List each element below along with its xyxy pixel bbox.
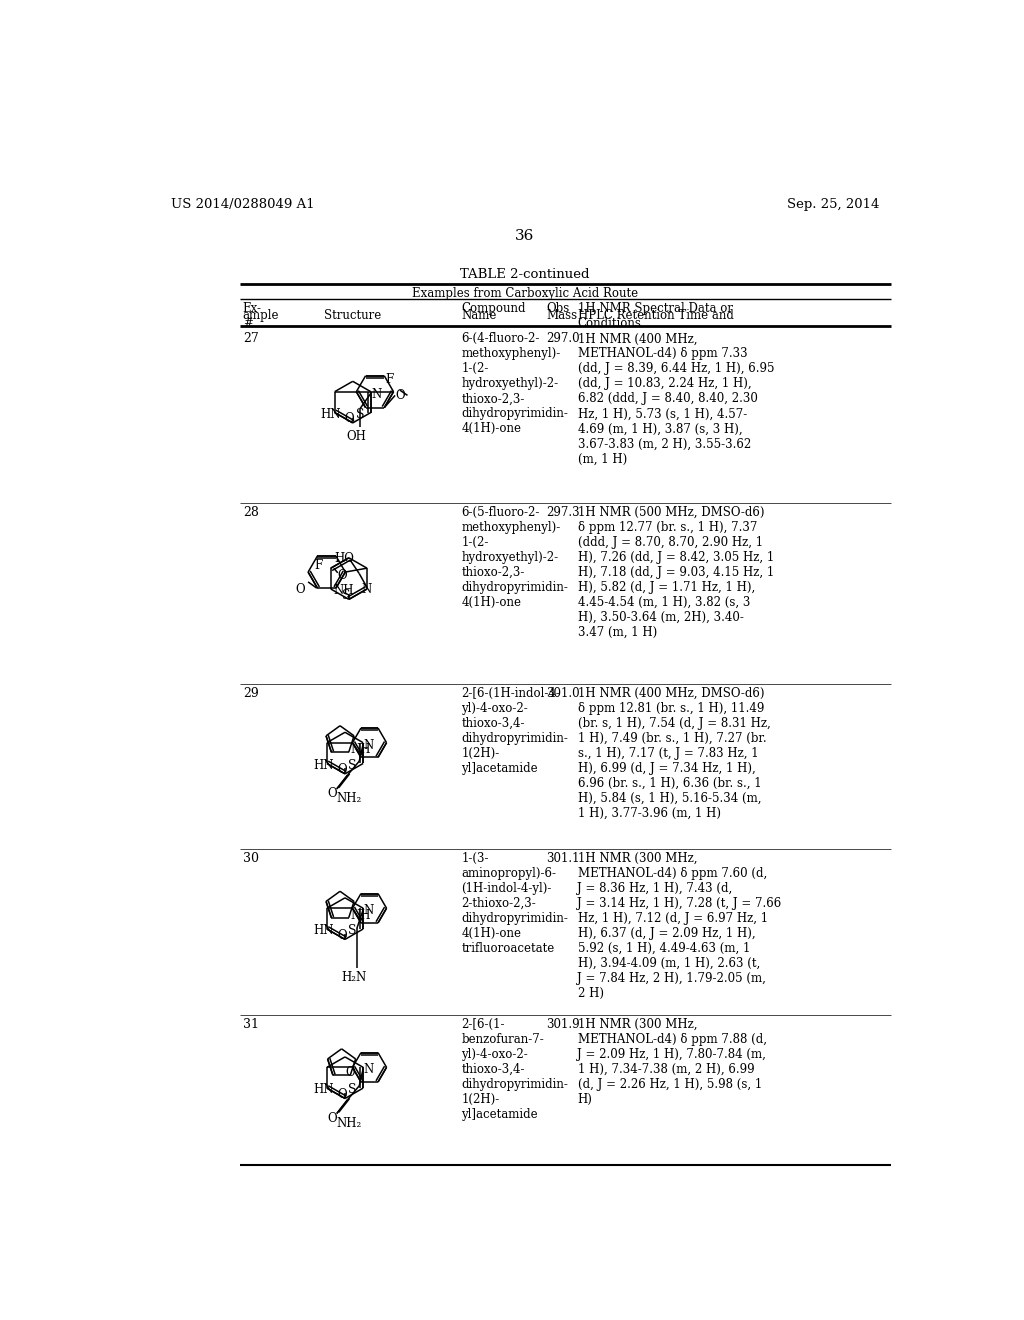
Text: F: F xyxy=(314,560,323,572)
Text: 1-(3-
aminopropyl)-6-
(1H-indol-4-yl)-
2-thioxo-2,3-
dihydropyrimidin-
4(1H)-one: 1-(3- aminopropyl)-6- (1H-indol-4-yl)- 2… xyxy=(461,853,568,956)
Text: #: # xyxy=(243,317,253,330)
Text: HN: HN xyxy=(313,924,334,937)
Text: Mass: Mass xyxy=(547,309,578,322)
Text: O: O xyxy=(346,1067,355,1078)
Text: 2-[6-(1-
benzofuran-7-
yl)-4-oxo-2-
thioxo-3,4-
dihydropyrimidin-
1(2H)-
yl]acet: 2-[6-(1- benzofuran-7- yl)-4-oxo-2- thio… xyxy=(461,1018,568,1121)
Text: 28: 28 xyxy=(243,506,259,519)
Text: HN: HN xyxy=(313,1084,334,1097)
Text: 31: 31 xyxy=(243,1018,259,1031)
Text: S: S xyxy=(348,1084,357,1097)
Text: N: N xyxy=(372,388,382,401)
Text: O: O xyxy=(328,1111,337,1125)
Text: HO: HO xyxy=(335,552,354,565)
Text: 297.3: 297.3 xyxy=(547,506,581,519)
Text: 1H NMR (300 MHz,
METHANOL-d4) δ ppm 7.88 (d,
J = 2.09 Hz, 1 H), 7.80-7.84 (m,
1 : 1H NMR (300 MHz, METHANOL-d4) δ ppm 7.88… xyxy=(578,1018,767,1106)
Text: N: N xyxy=(364,904,374,917)
Text: Name: Name xyxy=(461,309,497,322)
Text: 30: 30 xyxy=(243,853,259,865)
Text: Examples from Carboxylic Acid Route: Examples from Carboxylic Acid Route xyxy=(412,286,638,300)
Text: 301.0: 301.0 xyxy=(547,686,581,700)
Text: 36: 36 xyxy=(515,230,535,243)
Text: US 2014/0288049 A1: US 2014/0288049 A1 xyxy=(171,198,314,211)
Text: NH₂: NH₂ xyxy=(337,792,362,805)
Text: O: O xyxy=(296,583,305,597)
Text: 6-(5-fluoro-2-
methoxyphenyl)-
1-(2-
hydroxyethyl)-2-
thioxo-2,3-
dihydropyrimid: 6-(5-fluoro-2- methoxyphenyl)- 1-(2- hyd… xyxy=(461,506,568,609)
Text: O: O xyxy=(345,412,354,425)
Text: NH₂: NH₂ xyxy=(337,1117,362,1130)
Text: H₂N: H₂N xyxy=(341,972,367,985)
Text: 27: 27 xyxy=(243,333,258,346)
Text: O: O xyxy=(337,763,347,776)
Text: 6-(4-fluoro-2-
methoxyphenyl)-
1-(2-
hydroxyethyl)-2-
thioxo-2,3-
dihydropyrimid: 6-(4-fluoro-2- methoxyphenyl)- 1-(2- hyd… xyxy=(461,333,568,436)
Text: 301.1: 301.1 xyxy=(547,853,580,865)
Text: Sep. 25, 2014: Sep. 25, 2014 xyxy=(787,198,880,211)
Text: HPLC Retention Time and: HPLC Retention Time and xyxy=(578,309,733,322)
Text: O: O xyxy=(337,1088,347,1101)
Text: 1H NMR (400 MHz,
METHANOL-d4) δ ppm 7.33
(dd, J = 8.39, 6.44 Hz, 1 H), 6.95
(dd,: 1H NMR (400 MHz, METHANOL-d4) δ ppm 7.33… xyxy=(578,333,774,466)
Text: O: O xyxy=(337,929,347,941)
Text: O: O xyxy=(396,389,406,403)
Text: N: N xyxy=(364,739,374,752)
Text: S: S xyxy=(356,408,365,421)
Text: S: S xyxy=(342,589,350,602)
Text: NH: NH xyxy=(350,908,371,921)
Text: ample: ample xyxy=(243,309,280,322)
Text: 297.0: 297.0 xyxy=(547,333,581,346)
Text: Structure: Structure xyxy=(325,309,381,322)
Text: 1H NMR Spectral Data or: 1H NMR Spectral Data or xyxy=(578,302,732,314)
Text: Ex-: Ex- xyxy=(243,302,262,314)
Text: Conditions: Conditions xyxy=(578,317,641,330)
Text: N: N xyxy=(361,583,372,595)
Text: Compound: Compound xyxy=(461,302,525,314)
Text: Obs: Obs xyxy=(547,302,569,314)
Text: 29: 29 xyxy=(243,686,258,700)
Text: F: F xyxy=(386,372,394,385)
Text: NH: NH xyxy=(350,743,371,756)
Text: 1H NMR (500 MHz, DMSO-d6)
δ ppm 12.77 (br. s., 1 H), 7.37
(ddd, J = 8.70, 8.70, : 1H NMR (500 MHz, DMSO-d6) δ ppm 12.77 (b… xyxy=(578,506,774,639)
Text: N: N xyxy=(364,1064,374,1076)
Text: S: S xyxy=(348,924,357,937)
Text: TABLE 2-continued: TABLE 2-continued xyxy=(460,268,590,281)
Text: OH: OH xyxy=(346,430,366,444)
Text: HN: HN xyxy=(313,759,334,772)
Text: O: O xyxy=(328,787,337,800)
Text: S: S xyxy=(348,759,357,772)
Text: 1H NMR (300 MHz,
METHANOL-d4) δ ppm 7.60 (d,
J = 8.36 Hz, 1 H), 7.43 (d,
J = 3.1: 1H NMR (300 MHz, METHANOL-d4) δ ppm 7.60… xyxy=(578,853,781,1001)
Text: NH: NH xyxy=(333,585,353,598)
Text: HN: HN xyxy=(321,408,341,421)
Text: O: O xyxy=(337,569,346,582)
Text: 1H NMR (400 MHz, DMSO-d6)
δ ppm 12.81 (br. s., 1 H), 11.49
(br. s, 1 H), 7.54 (d: 1H NMR (400 MHz, DMSO-d6) δ ppm 12.81 (b… xyxy=(578,686,770,820)
Text: 301.9: 301.9 xyxy=(547,1018,581,1031)
Text: 2-[6-(1H-indol-4-
yl)-4-oxo-2-
thioxo-3,4-
dihydropyrimidin-
1(2H)-
yl]acetamide: 2-[6-(1H-indol-4- yl)-4-oxo-2- thioxo-3,… xyxy=(461,686,568,775)
